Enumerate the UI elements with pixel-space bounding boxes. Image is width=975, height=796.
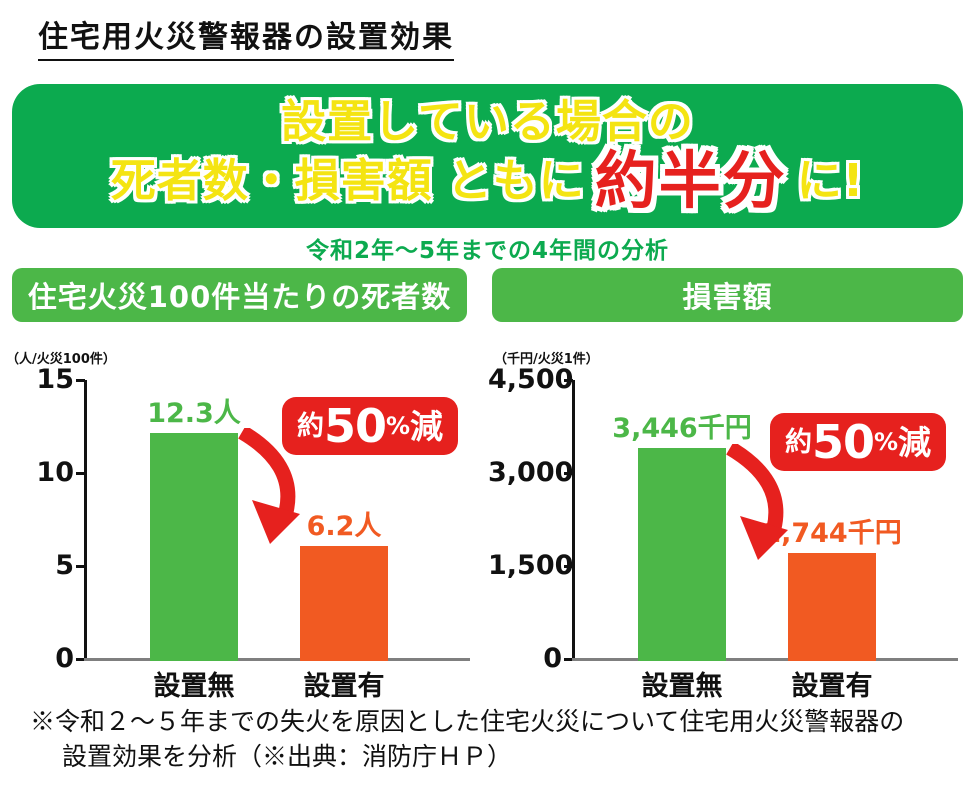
y-tick-mark [76, 472, 85, 475]
damage-chart: （千円/火災1件） 4,500 3,000 1,500 0 3,446千円 1,… [488, 332, 975, 704]
headline-text-2c: に! [796, 154, 865, 207]
y-tick-label: 3,000 [488, 457, 574, 488]
badge-prefix: 約 [784, 426, 812, 458]
y-axis-line [572, 380, 575, 661]
y-tick-mark [76, 658, 85, 661]
y-axis-unit-label: （人/火災100件） [6, 352, 116, 367]
y-axis-unit-label: （千円/火災1件） [494, 352, 599, 367]
y-tick-label: 15 [36, 364, 74, 395]
y-tick-label: 5 [55, 550, 74, 581]
analysis-period-subtitle: 令和2年～5年までの4年間の分析 [305, 238, 669, 264]
bar-value-without-alarm: 3,446千円 [612, 413, 752, 444]
bar-value-without-alarm: 12.3人 [147, 398, 241, 429]
badge-number: 50 [323, 399, 387, 453]
y-tick-mark [76, 379, 85, 382]
y-tick-mark [564, 472, 573, 475]
x-axis-line [572, 658, 958, 661]
headline-line-2: 死者数・損害額 ともに 約半分 に! [110, 143, 865, 217]
y-tick-label: 4,500 [488, 364, 574, 395]
bar-with-alarm [788, 553, 876, 661]
y-tick-label: 0 [55, 643, 74, 674]
badge-suffix: 減 [898, 422, 932, 462]
bar-without-alarm [638, 448, 726, 661]
y-tick-mark [76, 565, 85, 568]
decrease-arrow-icon [238, 428, 300, 544]
x-category-without-alarm: 設置無 [153, 671, 235, 702]
badge-number: 50 [811, 415, 875, 469]
y-tick-mark [564, 565, 573, 568]
badge-percent: % [873, 428, 899, 456]
y-tick-label: 10 [36, 457, 74, 488]
y-tick-mark [564, 658, 573, 661]
chart-header-damage: 損害額 [492, 268, 963, 322]
footnote-line-1: ※令和２～５年までの失火を原因とした住宅火災について住宅用火災警報器の [30, 707, 905, 736]
reduction-badge: 約 50% 減 [770, 413, 946, 471]
bar-value-with-alarm: 6.2人 [306, 511, 382, 542]
headline-text-2a: 死者数・損害額 [110, 154, 433, 207]
chart-header-deaths: 住宅火災100件当たりの死者数 [12, 268, 467, 322]
badge-suffix: 減 [410, 406, 444, 446]
deaths-chart: （人/火災100件） 15 10 5 0 12.3人 6.2人 設置無 設置有 … [0, 332, 487, 704]
x-category-with-alarm: 設置有 [791, 671, 873, 702]
headline-text-1: 設置している場合の [281, 95, 694, 149]
headline-line-1: 設置している場合の [281, 97, 694, 147]
y-tick-label: 1,500 [488, 550, 574, 581]
badge-percent: % [385, 412, 411, 440]
bar-without-alarm [150, 433, 238, 661]
badge-prefix: 約 [296, 410, 324, 442]
headline-highlight: 約半分 [594, 143, 787, 217]
y-tick-label: 0 [543, 643, 562, 674]
headline-banner: 設置している場合の 死者数・損害額 ともに 約半分 に! [12, 84, 963, 228]
x-category-with-alarm: 設置有 [303, 671, 385, 702]
decrease-arrow-icon [726, 444, 788, 560]
bar-with-alarm [300, 546, 388, 661]
headline-text-2b: ともに [446, 154, 585, 207]
x-axis-line [84, 658, 470, 661]
page-title: 住宅用火災警報器の設置効果 [38, 12, 454, 61]
y-axis-line [84, 380, 87, 661]
footnote: ※令和２～５年までの失火を原因とした住宅火災について住宅用火災警報器の 設置効果… [30, 705, 904, 774]
bar-value-with-alarm: 1,744千円 [762, 518, 902, 549]
x-category-without-alarm: 設置無 [641, 671, 723, 702]
reduction-badge: 約 50% 減 [282, 397, 458, 455]
footnote-line-2: 設置効果を分析（※出典：消防庁ＨＰ） [62, 741, 513, 771]
y-tick-mark [564, 379, 573, 382]
